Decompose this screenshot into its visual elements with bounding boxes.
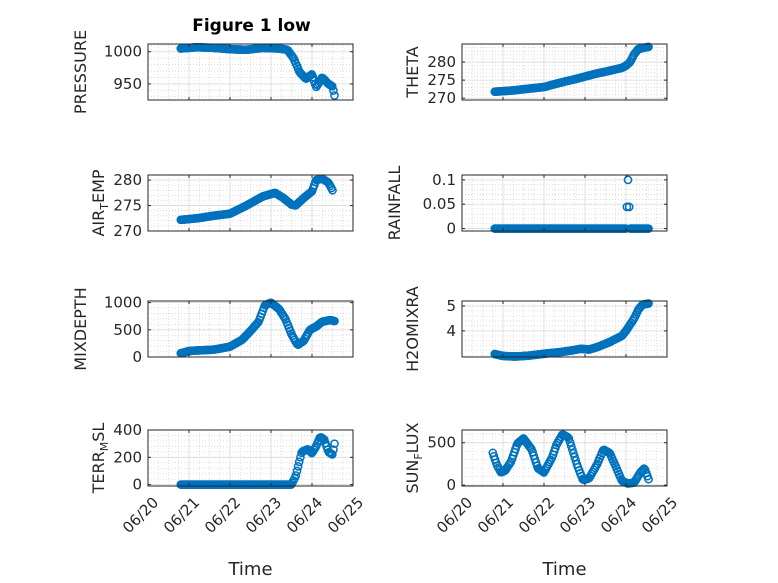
- data-point: [644, 299, 653, 308]
- y-tick-label: 275: [427, 71, 456, 89]
- x-tick-label: 06/21: [160, 494, 203, 537]
- y-tick-label: 1000: [104, 43, 142, 61]
- x-tick-label: 06/24: [597, 494, 640, 537]
- y-tick-label: 950: [113, 75, 142, 93]
- y-tick-label: 0: [132, 476, 142, 494]
- y-tick-label: 0.1: [432, 171, 456, 189]
- y-tick-label: 280: [113, 171, 142, 189]
- data-point: [294, 457, 304, 467]
- y-tick-label: 270: [113, 222, 142, 240]
- axes-box: [147, 429, 354, 487]
- data-point: [624, 202, 634, 212]
- x-tick-label: 06/20: [433, 494, 476, 537]
- axes-box: [461, 300, 668, 358]
- axes-box: [147, 300, 354, 358]
- axes-box: [461, 43, 668, 101]
- subplot-pressure: 950 1000 PRESSURE: [71, 30, 354, 114]
- data-point: [330, 316, 339, 326]
- x-axis-label: Time: [541, 559, 586, 580]
- data-point: [330, 439, 339, 449]
- data-point: [623, 175, 633, 185]
- x-tick-label: 06/21: [474, 494, 517, 537]
- axes-box: [461, 429, 668, 487]
- y-tick-label: 1000: [104, 294, 142, 312]
- y-tick-label: 500: [427, 434, 456, 452]
- data-point: [288, 52, 297, 61]
- x-tick-label: 06/22: [201, 494, 244, 537]
- y-axis-label: PRESSURE: [71, 30, 90, 114]
- x-tick-label: 06/24: [283, 494, 326, 537]
- x-tick-label: 06/22: [515, 494, 558, 537]
- y-axis-label: THETA: [403, 46, 422, 98]
- y-axis-label: H2OMIXRA: [403, 286, 422, 372]
- data-point: [327, 450, 337, 459]
- data-point: [566, 441, 576, 451]
- subplot-rainfall: 0 0.05 0.1 RAINFALL: [385, 166, 668, 241]
- y-tick-label: 400: [113, 421, 142, 439]
- y-tick-label: 0: [446, 220, 456, 238]
- axes-box: [147, 43, 354, 101]
- data-point: [564, 434, 574, 444]
- data-point: [292, 466, 302, 476]
- y-axis-label: AIRTEMP: [89, 169, 111, 236]
- y-tick-label: 0: [132, 348, 142, 366]
- data-point: [525, 443, 535, 452]
- x-tick-label: 06/25: [638, 494, 681, 537]
- y-tick-label: 0.05: [423, 195, 456, 213]
- data-point: [563, 432, 573, 442]
- subplot-h2omixra: 4 5 H2OMIXRA: [403, 286, 668, 372]
- subplot-mixdepth: 0 500 1000 MIXDEPTH: [71, 287, 354, 371]
- y-axis-label: TERRMSL: [89, 423, 111, 495]
- data-point: [327, 81, 337, 91]
- y-tick-label: 275: [113, 197, 142, 215]
- figure-title: Figure 1 low: [192, 16, 311, 36]
- data-point: [328, 185, 337, 195]
- data-point: [565, 438, 575, 447]
- y-tick-label: 200: [113, 448, 142, 466]
- x-axis-label: Time: [227, 559, 272, 580]
- axes-box: [147, 174, 354, 232]
- data-point: [644, 474, 653, 484]
- data-point: [639, 464, 649, 473]
- y-tick-label: 280: [427, 53, 456, 71]
- data-point: [291, 471, 301, 480]
- y-tick-label: 0: [446, 476, 456, 494]
- y-axis-label: RAINFALL: [385, 166, 404, 241]
- data-point: [569, 448, 578, 458]
- y-tick-label: 5: [446, 297, 456, 315]
- axes-box: [461, 174, 668, 232]
- data-point: [329, 445, 338, 455]
- x-tick-label: 06/23: [556, 494, 599, 537]
- y-tick-label: 500: [113, 321, 142, 339]
- y-tick-label: 270: [427, 89, 456, 107]
- data-point: [293, 462, 303, 471]
- x-tick-label: 06/25: [324, 494, 367, 537]
- data-point: [644, 42, 653, 52]
- x-tick-label: 06/20: [119, 494, 162, 537]
- data-point: [644, 224, 653, 233]
- x-tick-label: 06/23: [242, 494, 285, 537]
- y-axis-label: SUNFLUX: [403, 422, 425, 493]
- data-point: [329, 86, 338, 95]
- y-axis-label: MIXDEPTH: [71, 287, 90, 370]
- y-tick-label: 4: [446, 322, 456, 340]
- data-point: [330, 91, 339, 100]
